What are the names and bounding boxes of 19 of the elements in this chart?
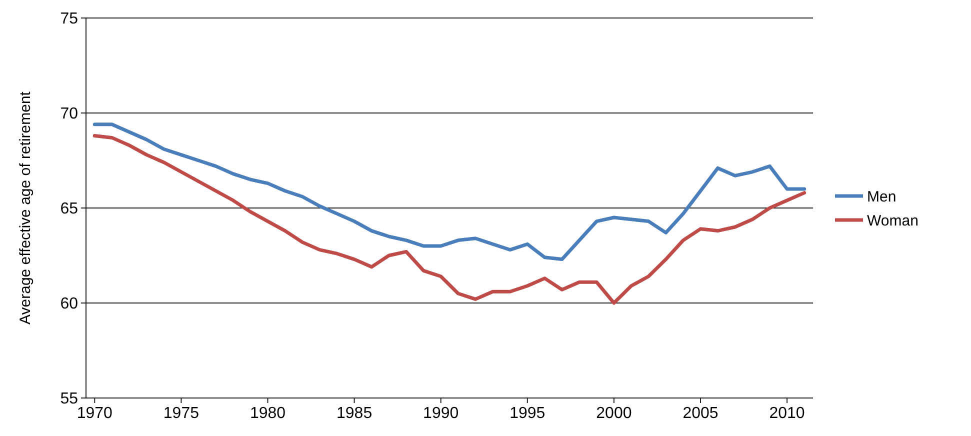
- x-tick-label: 1995: [510, 405, 546, 422]
- legend-label: Woman: [867, 212, 918, 230]
- y-tick-label: 75: [60, 10, 78, 28]
- y-tick-label: 60: [60, 296, 78, 313]
- y-tick-label: 55: [60, 390, 78, 408]
- y-tick-label: 65: [60, 200, 78, 218]
- x-tick-label: 1990: [423, 405, 459, 422]
- legend-label: Men: [867, 188, 896, 206]
- x-tick-label: 2000: [596, 405, 632, 422]
- line-series: [92, 122, 806, 262]
- x-tick-label: 1980: [250, 405, 286, 422]
- x-tick-label: 1975: [163, 405, 200, 422]
- x-tick-label: 2010: [769, 405, 805, 422]
- x-tick-label: 1970: [76, 405, 113, 422]
- y-tick-label: 70: [60, 106, 78, 123]
- x-tick-label: 2005: [682, 405, 718, 422]
- y-axis-title: Average effective age of retirement: [17, 90, 34, 324]
- line-series: [92, 134, 806, 305]
- x-tick-label: 1985: [336, 405, 372, 422]
